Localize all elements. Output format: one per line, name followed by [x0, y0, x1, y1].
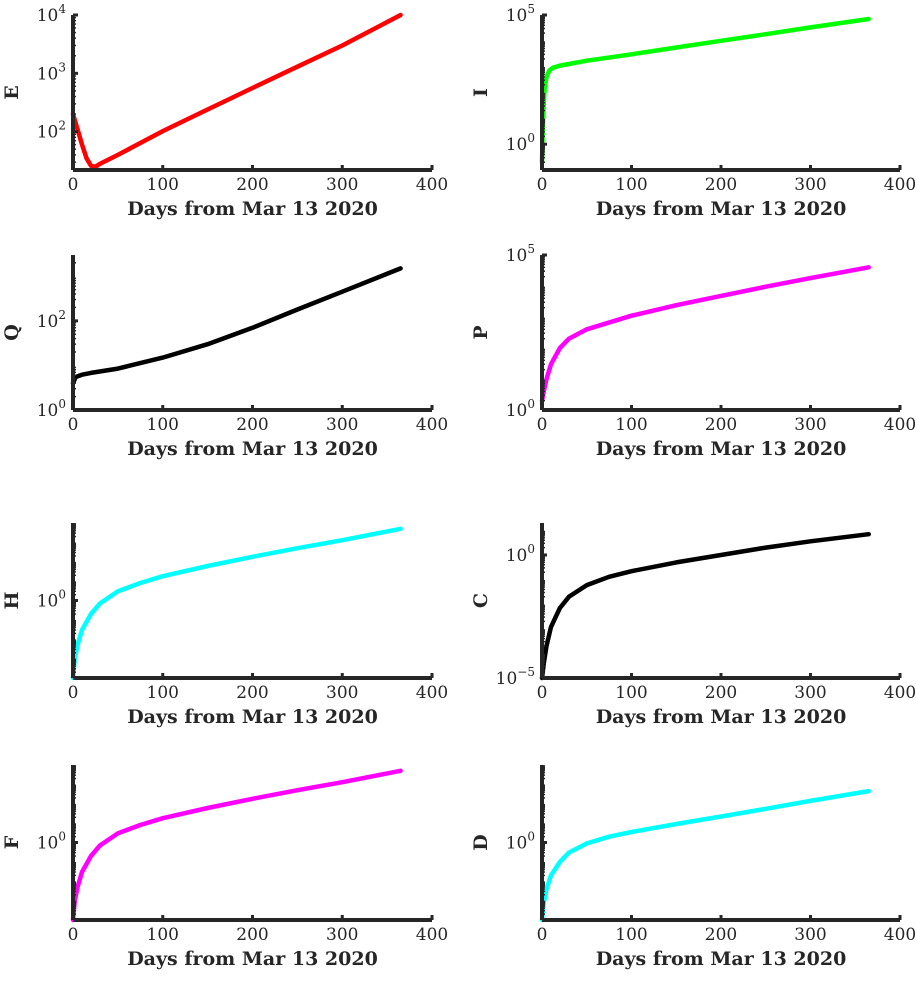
x-tick-label: 400: [416, 683, 448, 703]
x-tick-label: 300: [794, 683, 826, 703]
x-axis-label: Days from Mar 13 2020: [596, 198, 847, 220]
x-tick-label: 200: [236, 683, 268, 703]
series-line: [539, 16, 871, 165]
y-axis-label: D: [470, 834, 492, 850]
y-tick-label: 105: [506, 242, 535, 266]
x-tick-label: 100: [615, 683, 647, 703]
series-line: [70, 526, 403, 681]
y-tick-label: 100: [506, 830, 535, 854]
x-tick-label: 0: [68, 925, 79, 945]
y-tick-label: 105: [506, 2, 535, 26]
x-tick-label: 0: [537, 415, 548, 435]
y-tick-label: 102: [37, 119, 66, 143]
series-line: [70, 12, 403, 170]
y-tick-label: 100: [37, 397, 66, 421]
x-tick-label: 200: [236, 925, 268, 945]
y-axis-label: H: [1, 591, 23, 609]
y-tick-label: 103: [37, 60, 66, 84]
x-tick-label: 400: [884, 175, 916, 195]
x-tick-label: 300: [794, 925, 826, 945]
x-tick-label: 300: [326, 925, 358, 945]
x-tick-label: 300: [326, 683, 358, 703]
x-tick-label: 0: [68, 415, 79, 435]
series-line: [539, 531, 871, 681]
y-tick-label: 100: [37, 830, 66, 854]
x-tick-label: 400: [416, 175, 448, 195]
chart-h: 0 100 200 300 400 100 Days from Mar 13 2020 H: [1, 523, 448, 728]
x-tick-label: 200: [236, 175, 268, 195]
x-tick-label: 100: [147, 415, 179, 435]
y-axis-label: E: [1, 85, 23, 99]
y-axis-label: Q: [1, 324, 23, 341]
x-tick-label: 300: [794, 415, 826, 435]
x-tick-label: 300: [326, 175, 358, 195]
y-tick-label: 100: [37, 588, 66, 612]
x-axis-label: Days from Mar 13 2020: [596, 438, 847, 460]
x-tick-label: 200: [705, 415, 737, 435]
x-axis-label: Days from Mar 13 2020: [127, 706, 378, 728]
x-axis-label: Days from Mar 13 2020: [127, 948, 378, 970]
y-tick-label: 10−5: [496, 665, 535, 689]
y-tick-label: 100: [506, 397, 535, 421]
x-tick-label: 400: [884, 683, 916, 703]
x-tick-label: 0: [537, 925, 548, 945]
y-tick-label: 102: [37, 308, 66, 332]
series-line: [70, 768, 403, 923]
x-tick-label: 100: [147, 683, 179, 703]
x-tick-label: 100: [147, 175, 179, 195]
x-tick-label: 100: [615, 925, 647, 945]
y-axis-label: C: [470, 593, 492, 608]
chart-d: 0 100 200 300 400 100 Days from Mar 13 2020 D: [470, 765, 916, 970]
chart-c: 0 100 200 300 400 10−5 100 Days from Mar 13 202…: [470, 523, 916, 728]
chart-e: 0 100 200 300 400 102 103 104 Days from Mar 13 2…: [1, 2, 448, 220]
x-tick-label: 400: [416, 415, 448, 435]
chart-f: 0 100 200 300 400 100 Days from Mar 13 2020 F: [1, 765, 448, 970]
y-axis-label: F: [1, 835, 23, 849]
x-tick-label: 100: [615, 415, 647, 435]
x-tick-label: 0: [68, 683, 79, 703]
x-tick-label: 100: [615, 175, 647, 195]
y-tick-label: 104: [37, 2, 67, 26]
x-tick-label: 400: [416, 925, 448, 945]
x-tick-label: 200: [705, 925, 737, 945]
x-tick-label: 200: [705, 683, 737, 703]
x-axis-label: Days from Mar 13 2020: [127, 438, 378, 460]
x-tick-label: 300: [326, 415, 358, 435]
series-line: [539, 788, 871, 923]
series-line: [70, 266, 403, 386]
x-axis-label: Days from Mar 13 2020: [127, 198, 378, 220]
x-tick-label: 400: [884, 925, 916, 945]
y-axis-label: P: [470, 325, 492, 339]
x-tick-label: 400: [884, 415, 916, 435]
y-axis-label: I: [470, 88, 492, 97]
x-tick-label: 100: [147, 925, 179, 945]
x-tick-label: 0: [537, 175, 548, 195]
y-tick-label: 100: [506, 542, 535, 566]
series-line: [539, 265, 871, 403]
x-axis-label: Days from Mar 13 2020: [596, 948, 847, 970]
y-tick-label: 100: [506, 131, 535, 155]
x-tick-label: 200: [236, 415, 268, 435]
x-axis-label: Days from Mar 13 2020: [596, 706, 847, 728]
x-tick-label: 300: [794, 175, 826, 195]
x-tick-label: 0: [68, 175, 79, 195]
x-tick-label: 0: [537, 683, 548, 703]
x-tick-label: 200: [705, 175, 737, 195]
